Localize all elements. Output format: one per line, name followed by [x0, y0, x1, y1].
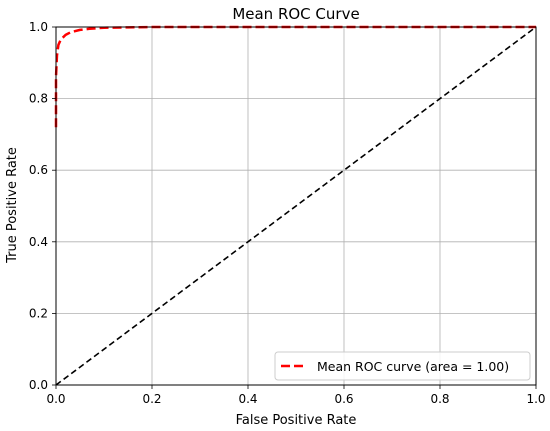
y-tick-label: 1.0	[29, 20, 48, 34]
x-tick-label: 0.0	[46, 392, 65, 406]
x-tick-label: 0.2	[142, 392, 161, 406]
legend: Mean ROC curve (area = 1.00)	[274, 351, 531, 381]
y-tick-label: 0.0	[29, 378, 48, 392]
x-tick-label: 1.0	[526, 392, 545, 406]
x-tick-label: 0.6	[334, 392, 353, 406]
chance-diagonal-line	[55, 26, 537, 386]
roc-curve-line	[54, 25, 536, 128]
x-tick-label: 0.4	[238, 392, 257, 406]
y-tick-label: 0.8	[29, 92, 48, 106]
chart-title: Mean ROC Curve	[232, 5, 359, 23]
x-axis-label: False Positive Rate	[236, 413, 357, 428]
y-tick-label: 0.4	[29, 235, 48, 249]
series-layer	[54, 25, 537, 386]
plot-frame	[55, 26, 537, 386]
legend-label: Mean ROC curve (area = 1.00)	[317, 359, 509, 374]
x-tick-label: 0.8	[430, 392, 449, 406]
y-axis-label: True Positive Rate	[5, 147, 20, 264]
axis-ticks: 0.0 0.2 0.4 0.6 0.8 1.0 0.0 0.2 0.4 0.6 0.8 1.0	[29, 20, 546, 406]
legend-box	[274, 351, 531, 381]
y-tick-label: 0.2	[29, 306, 48, 320]
y-tick-label: 0.6	[29, 163, 48, 177]
